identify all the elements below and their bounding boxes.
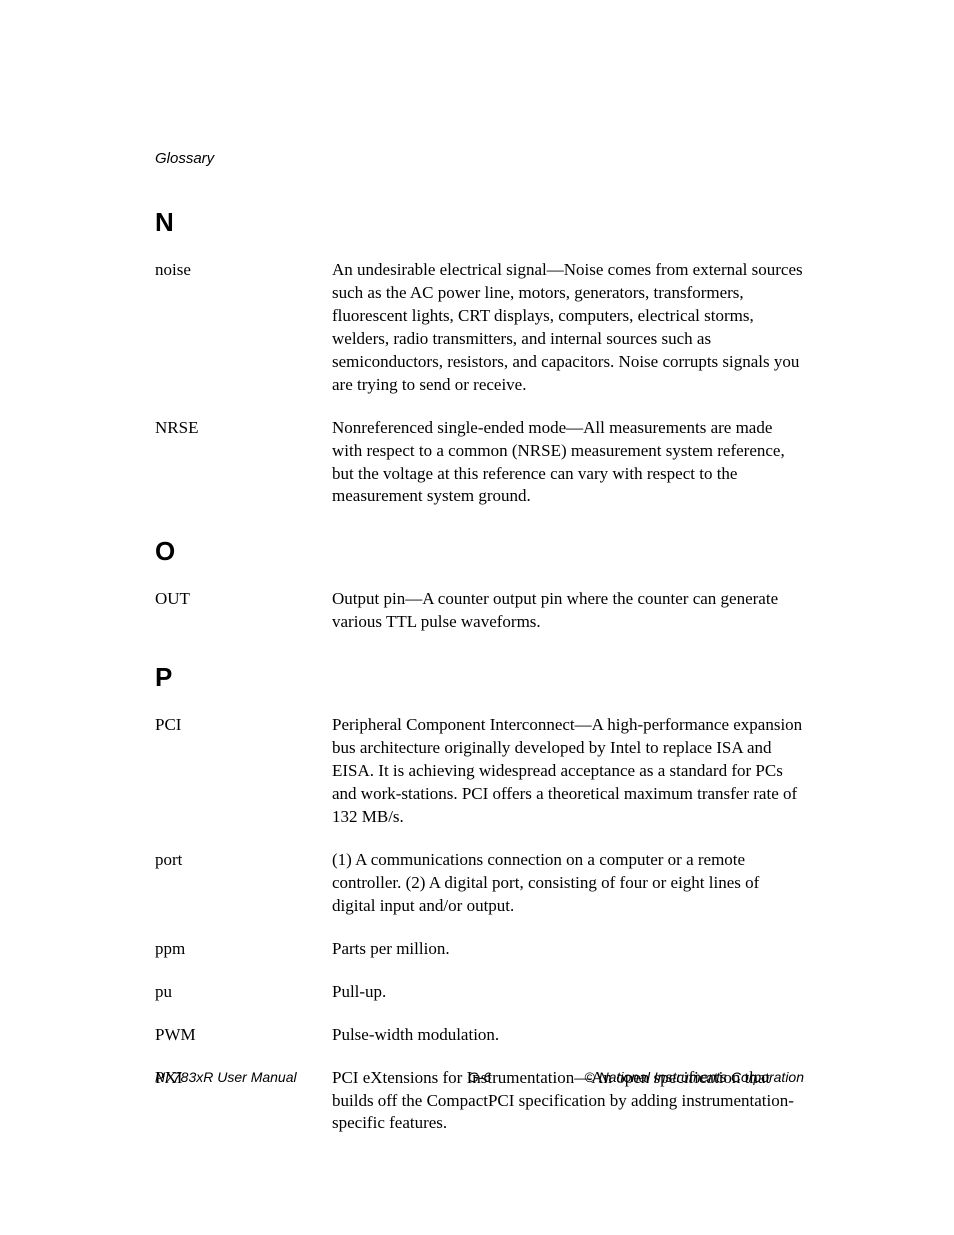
running-header: Glossary [155, 150, 804, 167]
glossary-definition: (1) A communications connection on a com… [332, 849, 804, 918]
glossary-term: pu [155, 981, 332, 1004]
footer-manual-title: NI 783xR User Manual [155, 1069, 297, 1085]
glossary-entry: PCI Peripheral Component Interconnect—A … [155, 714, 804, 829]
glossary-definition: Parts per million. [332, 938, 804, 961]
glossary-entry: ppm Parts per million. [155, 938, 804, 961]
footer-copyright: © National Instruments Corporation [584, 1069, 804, 1085]
glossary-term: OUT [155, 588, 332, 611]
glossary-definition: Pull-up. [332, 981, 804, 1004]
glossary-term: port [155, 849, 332, 872]
glossary-entry: pu Pull-up. [155, 981, 804, 1004]
glossary-definition: Pulse-width modulation. [332, 1024, 804, 1047]
glossary-definition: Peripheral Component Interconnect—A high… [332, 714, 804, 829]
section-letter-n: N [155, 209, 804, 235]
entries-o: OUT Output pin—A counter output pin wher… [155, 588, 804, 634]
glossary-entry: PWM Pulse-width modulation. [155, 1024, 804, 1047]
page: Glossary N noise An undesirable electric… [0, 0, 954, 1235]
section-letter-p: P [155, 664, 804, 690]
page-footer: NI 783xR User Manual G-6 © National Inst… [155, 1069, 804, 1085]
glossary-entry: NRSE Nonreferenced single-ended mode—All… [155, 417, 804, 509]
glossary-term: ppm [155, 938, 332, 961]
entries-n: noise An undesirable electrical signal—N… [155, 259, 804, 508]
glossary-term: PWM [155, 1024, 332, 1047]
glossary-term: NRSE [155, 417, 332, 440]
glossary-definition: Output pin—A counter output pin where th… [332, 588, 804, 634]
section-letter-o: O [155, 538, 804, 564]
glossary-definition: Nonreferenced single-ended mode—All meas… [332, 417, 804, 509]
glossary-definition: An undesirable electrical signal—Noise c… [332, 259, 804, 397]
glossary-term: noise [155, 259, 332, 282]
glossary-entry: noise An undesirable electrical signal—N… [155, 259, 804, 397]
glossary-term: PCI [155, 714, 332, 737]
glossary-entry: port (1) A communications connection on … [155, 849, 804, 918]
glossary-entry: OUT Output pin—A counter output pin wher… [155, 588, 804, 634]
